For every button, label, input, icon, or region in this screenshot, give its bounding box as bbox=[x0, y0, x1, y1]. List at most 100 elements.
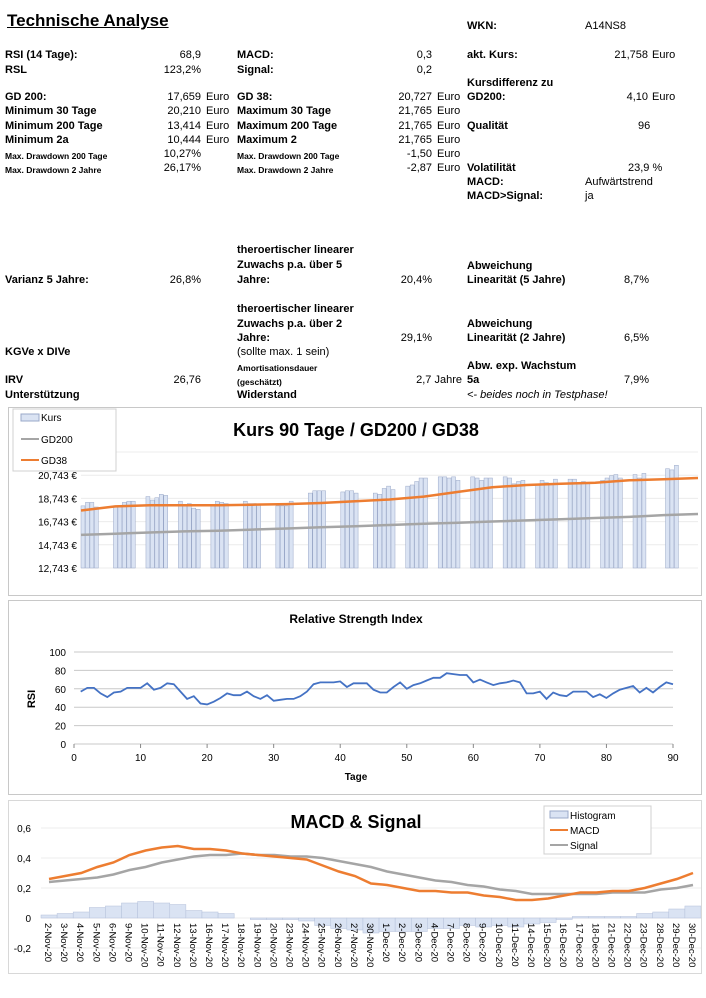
histogram-bar bbox=[298, 917, 315, 922]
kurs-bar bbox=[511, 483, 517, 569]
wkn-label: WKN: bbox=[467, 20, 497, 32]
rsi-line bbox=[80, 672, 674, 706]
x-tick-label: 20-Nov-20 bbox=[267, 923, 278, 967]
min200-label: Minimum 200 Tage bbox=[5, 120, 103, 132]
zuwachs2-value: 29,1% bbox=[400, 332, 432, 344]
kurs-bar bbox=[520, 480, 526, 569]
testphase-note: <- beides noch in Testphase! bbox=[467, 389, 608, 401]
abw-exp-label-1: Abw. exp. Wachstum bbox=[467, 360, 577, 372]
legend-label-gd200: GD200 bbox=[41, 435, 73, 446]
kurs-bar bbox=[637, 477, 642, 569]
x-tick-label: 7-Dec-20 bbox=[444, 923, 455, 962]
x-tick-label: 16-Nov-20 bbox=[203, 923, 214, 967]
x-tick-label: 27-Nov-20 bbox=[348, 923, 359, 967]
kurs-bar bbox=[516, 481, 521, 569]
kurs-bar bbox=[284, 505, 289, 569]
euro-unit: Euro bbox=[437, 91, 461, 103]
histogram-bar bbox=[620, 916, 637, 919]
kurs-bar bbox=[373, 492, 378, 569]
abweichung2-label-2: Linearität (2 Jahre) bbox=[467, 332, 566, 344]
amortisation-label-1: Amortisationsdauer bbox=[237, 363, 318, 373]
qualitaet-value: 96 bbox=[638, 120, 651, 132]
dd2j-value: 26,17% bbox=[163, 162, 201, 174]
kurs-bar bbox=[386, 485, 391, 569]
x-tick-label: 1-Dec-20 bbox=[380, 923, 391, 962]
max200-label: Maximum 200 Tage bbox=[237, 120, 338, 132]
y-tick-label: 80 bbox=[55, 666, 67, 677]
min30-value: 20,210 bbox=[167, 105, 201, 117]
y-tick-label: 0 bbox=[25, 914, 31, 925]
histogram-bar bbox=[169, 904, 187, 919]
histogram-bar bbox=[250, 917, 267, 920]
euro-unit: Euro bbox=[206, 105, 230, 117]
rsl-value: 123,2% bbox=[163, 64, 201, 76]
x-tick-label: 22-Dec-20 bbox=[622, 923, 633, 967]
x-tick-label: 8-Dec-20 bbox=[461, 923, 472, 962]
histogram-bar bbox=[668, 908, 686, 919]
zuwachs2-label-3: Jahre: bbox=[237, 332, 271, 344]
zuwachs2-label-2: Zuwachs p.a. über 2 bbox=[237, 318, 343, 330]
kurs-bar bbox=[479, 480, 484, 569]
kurs-bar bbox=[344, 490, 350, 569]
x-tick-label: 2-Nov-20 bbox=[42, 923, 53, 962]
histogram-bar bbox=[201, 911, 219, 919]
histogram-bar bbox=[539, 917, 557, 923]
kurs-bar bbox=[674, 465, 679, 569]
kurs-bar bbox=[604, 477, 610, 569]
x-tick-label: 21-Dec-20 bbox=[605, 923, 616, 967]
dd2jb-label: Max. Drawdown 2 Jahre bbox=[237, 165, 334, 175]
kurs-bar bbox=[223, 503, 229, 569]
kurs-chart-svg: Kurs 90 Tage / GD200 / GD38 12,743 € 14,7… bbox=[12, 408, 699, 575]
x-tick-label: 90 bbox=[667, 753, 679, 764]
rsi-x-axis-label: Tage bbox=[345, 772, 368, 783]
y-tick-label: 40 bbox=[55, 703, 67, 714]
y-tick-label: 0 bbox=[60, 740, 66, 751]
euro-unit: Euro bbox=[206, 91, 230, 103]
dd200b-label: Max. Drawdown 200 Tage bbox=[237, 151, 340, 161]
y-tick-label: 16,743 € bbox=[38, 518, 77, 529]
kurs-bar bbox=[539, 480, 545, 569]
macd-chart: -0,2 0 0,2 0,4 0,6 2-Nov-20 3-Nov-20 4-Nov-20 5-… bbox=[8, 800, 702, 974]
x-tick-label: 0 bbox=[71, 753, 77, 764]
euro-unit: Euro bbox=[437, 105, 461, 117]
widerstand-label: Widerstand bbox=[237, 389, 297, 401]
kurs-bar bbox=[312, 490, 317, 569]
unterstuetzung-label: Unterstützung bbox=[5, 389, 80, 401]
page-title: Technische Analyse bbox=[7, 11, 169, 30]
rsi-chart-svg: Relative Strength Index Tage RSI 0 20 40 60… bbox=[26, 612, 679, 783]
kurs-bar bbox=[409, 484, 415, 569]
dd200-value: 10,27% bbox=[163, 148, 201, 160]
gd38-line bbox=[80, 476, 699, 512]
kurs-bar bbox=[585, 483, 591, 569]
euro-unit: Euro bbox=[206, 120, 230, 132]
gd38-label: GD 38: bbox=[237, 91, 273, 103]
y-tick-label: 0,2 bbox=[17, 884, 31, 895]
signal-label: Signal: bbox=[237, 64, 274, 76]
kurs-bar bbox=[381, 488, 387, 569]
x-tick-label: 28-Dec-20 bbox=[654, 923, 665, 967]
kurs-bar bbox=[178, 500, 183, 569]
rsi-value: 68,9 bbox=[179, 49, 201, 61]
abweichung5-label-2: Linearität (5 Jahre) bbox=[467, 274, 566, 286]
y-tick-label: 12,743 € bbox=[38, 564, 77, 575]
kurs-bar bbox=[150, 499, 155, 569]
kurs-bar bbox=[252, 503, 257, 569]
euro-unit: Euro bbox=[437, 148, 461, 160]
x-tick-label: 70 bbox=[534, 753, 546, 764]
x-tick-label: 50 bbox=[401, 753, 413, 764]
y-tick-label: 20,743 € bbox=[38, 471, 77, 482]
macd-line bbox=[48, 844, 694, 902]
rsl-label: RSL bbox=[5, 64, 27, 76]
kurs-chart: Kurs 90 Tage / GD200 / GD38 12,743 € 14,7… bbox=[8, 407, 702, 596]
x-tick-label: 40 bbox=[335, 753, 347, 764]
y-tick-label: 18,743 € bbox=[38, 494, 77, 505]
varianz-label: Varianz 5 Jahre: bbox=[5, 274, 89, 286]
kurs-bar bbox=[618, 477, 623, 569]
rsi-chart: Relative Strength Index Tage RSI 0 20 40 60… bbox=[8, 600, 702, 795]
histogram-bar bbox=[571, 916, 589, 919]
x-tick-label: 14-Dec-20 bbox=[525, 923, 536, 967]
x-tick-label: 11-Nov-20 bbox=[155, 923, 166, 967]
x-tick-label: 17-Dec-20 bbox=[573, 923, 584, 967]
x-tick-label: 6-Nov-20 bbox=[106, 923, 117, 962]
